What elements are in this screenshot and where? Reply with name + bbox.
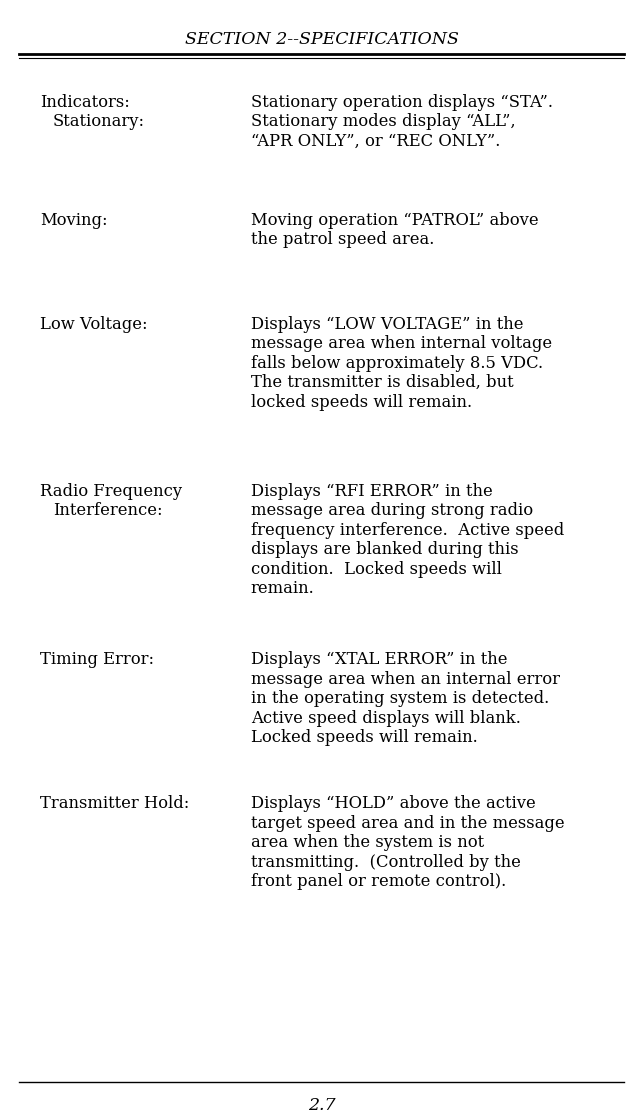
Text: front panel or remote control).: front panel or remote control). [251, 873, 506, 890]
Text: Moving:: Moving: [40, 212, 107, 229]
Text: Stationary modes display “ALL”,: Stationary modes display “ALL”, [251, 113, 516, 130]
Text: “APR ONLY”, or “REC ONLY”.: “APR ONLY”, or “REC ONLY”. [251, 133, 500, 149]
Text: Displays “HOLD” above the active: Displays “HOLD” above the active [251, 795, 536, 812]
Text: condition.  Locked speeds will: condition. Locked speeds will [251, 561, 502, 578]
Text: the patrol speed area.: the patrol speed area. [251, 231, 434, 249]
Text: SECTION 2--SPECIFICATIONS: SECTION 2--SPECIFICATIONS [185, 31, 458, 48]
Text: area when the system is not: area when the system is not [251, 834, 484, 851]
Text: message area during strong radio: message area during strong radio [251, 502, 533, 520]
Text: Displays “LOW VOLTAGE” in the: Displays “LOW VOLTAGE” in the [251, 316, 523, 332]
Text: frequency interference.  Active speed: frequency interference. Active speed [251, 522, 564, 539]
Text: Moving operation “PATROL” above: Moving operation “PATROL” above [251, 212, 538, 229]
Text: Displays “XTAL ERROR” in the: Displays “XTAL ERROR” in the [251, 651, 507, 668]
Text: Radio Frequency: Radio Frequency [40, 483, 182, 500]
Text: 2.7: 2.7 [308, 1097, 335, 1114]
Text: Locked speeds will remain.: Locked speeds will remain. [251, 729, 478, 746]
Text: Active speed displays will blank.: Active speed displays will blank. [251, 710, 521, 727]
Text: target speed area and in the message: target speed area and in the message [251, 814, 565, 832]
Text: Stationary operation displays “STA”.: Stationary operation displays “STA”. [251, 94, 553, 110]
Text: locked speeds will remain.: locked speeds will remain. [251, 394, 472, 410]
Text: message area when an internal error: message area when an internal error [251, 671, 560, 688]
Text: Stationary:: Stationary: [53, 113, 145, 130]
Text: Timing Error:: Timing Error: [40, 651, 154, 668]
Text: message area when internal voltage: message area when internal voltage [251, 334, 552, 352]
Text: Displays “RFI ERROR” in the: Displays “RFI ERROR” in the [251, 483, 493, 500]
Text: Transmitter Hold:: Transmitter Hold: [40, 795, 189, 812]
Text: The transmitter is disabled, but: The transmitter is disabled, but [251, 375, 513, 391]
Text: falls below approximately 8.5 VDC.: falls below approximately 8.5 VDC. [251, 355, 543, 371]
Text: Low Voltage:: Low Voltage: [40, 316, 147, 332]
Text: transmitting.  (Controlled by the: transmitting. (Controlled by the [251, 854, 521, 871]
Text: Indicators:: Indicators: [40, 94, 130, 110]
Text: Interference:: Interference: [53, 502, 162, 520]
Text: in the operating system is detected.: in the operating system is detected. [251, 690, 549, 707]
Text: displays are blanked during this: displays are blanked during this [251, 542, 518, 559]
Text: remain.: remain. [251, 581, 314, 598]
